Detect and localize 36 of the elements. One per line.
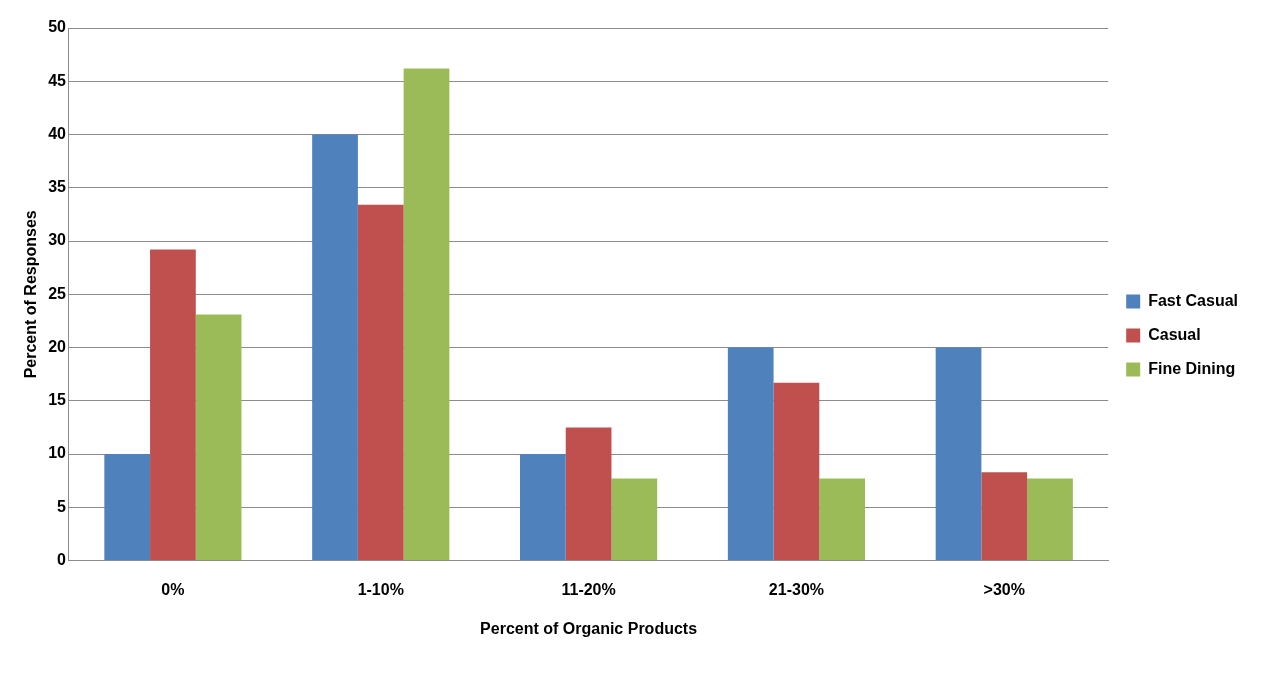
bar [1027,478,1073,561]
x-tick-label: 21-30% [768,580,825,598]
bar [520,454,566,561]
y-tick-label: 5 [57,497,67,515]
y-axis-title: Percent of Responses [22,210,40,379]
y-tick-label: 20 [48,337,67,355]
y-tick-label: 50 [48,18,67,36]
y-tick-label: 25 [48,284,67,302]
x-tick-label: 0% [161,580,185,598]
y-tick-label: 10 [48,444,67,462]
y-tick-label: 35 [48,178,67,196]
y-tick-label: 40 [48,124,67,142]
x-tick-label: 1-10% [357,580,404,598]
bar [981,472,1028,561]
legend-label: Casual [1148,325,1201,343]
bar [935,347,982,561]
bar [195,314,242,561]
bar [150,249,196,561]
bar [565,427,612,561]
y-tick-label: 30 [48,231,67,249]
bar [312,134,358,561]
bar [357,204,404,561]
bar [727,347,774,561]
x-tick-label: >30% [983,580,1025,598]
bar [773,382,820,561]
bar [403,68,450,561]
bar [104,454,151,561]
x-axis-title: Percent of Organic Products [480,619,698,637]
bar [819,478,866,561]
legend-label: Fast Casual [1148,291,1238,309]
legend-label: Fine Dining [1148,359,1236,377]
y-tick-label: 15 [48,391,67,409]
y-tick-label: 45 [48,71,67,89]
bar [611,478,658,561]
x-tick-label: 11-20% [561,580,616,598]
y-tick-label: 0 [57,551,67,569]
